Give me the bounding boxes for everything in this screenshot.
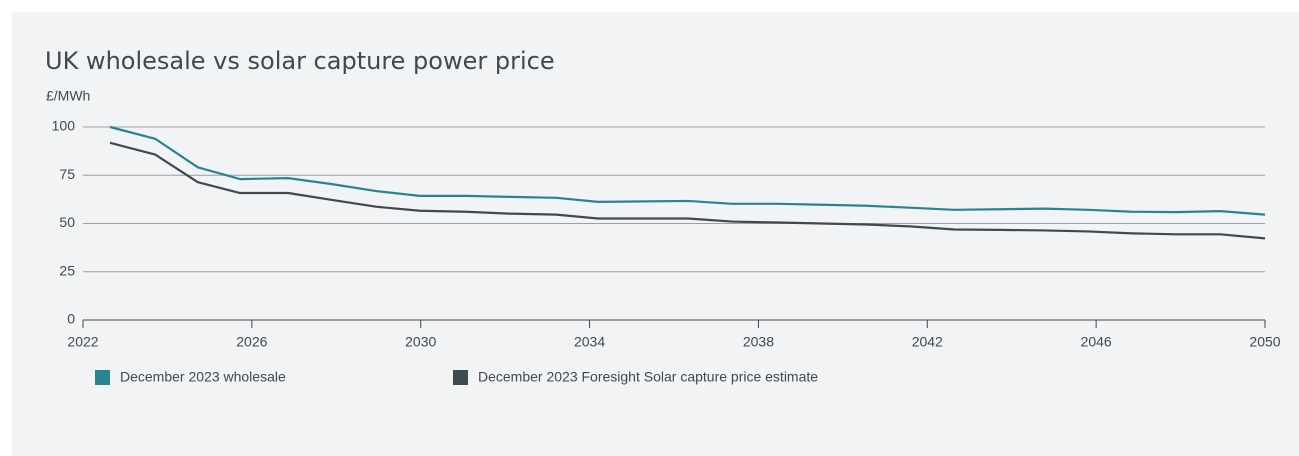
x-tick-label: 2038 <box>743 334 774 350</box>
panel <box>12 12 1299 456</box>
line-series <box>109 141 1266 240</box>
x-tick-label: 2026 <box>236 334 267 350</box>
y-tick-label: 0 <box>67 311 75 327</box>
legend-swatch <box>95 370 110 385</box>
legend-label: December 2023 wholesale <box>120 369 286 385</box>
y-axis-label: £/MWh <box>46 88 90 104</box>
x-tick-label: 2050 <box>1249 334 1280 350</box>
y-tick-label: 50 <box>59 214 75 230</box>
x-tick-label: 2034 <box>574 334 605 350</box>
x-tick-label: 2030 <box>405 334 436 350</box>
y-tick-label: 25 <box>59 262 75 278</box>
line-series <box>109 125 1266 216</box>
chart-title: UK wholesale vs solar capture power pric… <box>45 47 555 75</box>
x-tick-label: 2022 <box>67 334 98 350</box>
x-tick-label: 2042 <box>912 334 943 350</box>
legend-swatch <box>453 370 468 385</box>
legend-label: December 2023 Foresight Solar capture pr… <box>478 369 818 385</box>
x-tick-label: 2046 <box>1081 334 1112 350</box>
y-tick-label: 75 <box>59 166 75 182</box>
y-tick-label: 100 <box>52 118 76 134</box>
